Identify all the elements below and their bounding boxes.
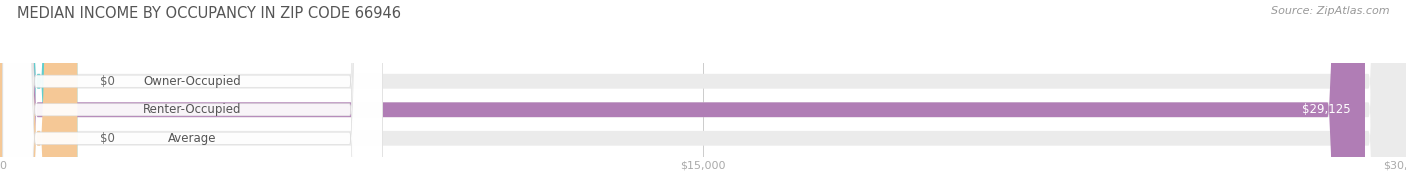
Text: $0: $0 bbox=[100, 132, 115, 145]
FancyBboxPatch shape bbox=[0, 0, 77, 196]
FancyBboxPatch shape bbox=[3, 0, 382, 196]
Text: $0: $0 bbox=[100, 75, 115, 88]
Text: Owner-Occupied: Owner-Occupied bbox=[143, 75, 242, 88]
Text: Average: Average bbox=[169, 132, 217, 145]
FancyBboxPatch shape bbox=[3, 0, 382, 196]
FancyBboxPatch shape bbox=[0, 0, 1365, 196]
Text: MEDIAN INCOME BY OCCUPANCY IN ZIP CODE 66946: MEDIAN INCOME BY OCCUPANCY IN ZIP CODE 6… bbox=[17, 6, 401, 21]
Text: Source: ZipAtlas.com: Source: ZipAtlas.com bbox=[1271, 6, 1389, 16]
Text: $29,125: $29,125 bbox=[1302, 103, 1351, 116]
Text: Renter-Occupied: Renter-Occupied bbox=[143, 103, 242, 116]
FancyBboxPatch shape bbox=[0, 0, 77, 196]
FancyBboxPatch shape bbox=[3, 0, 382, 196]
